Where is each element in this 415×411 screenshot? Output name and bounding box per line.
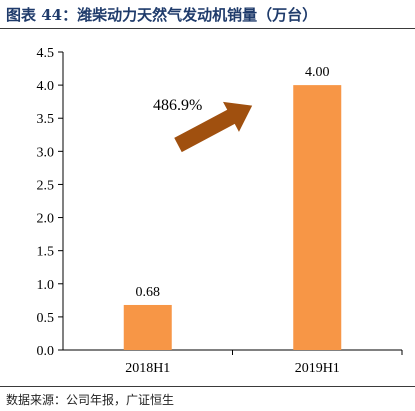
x-tick-label: 2018H1 <box>125 361 170 376</box>
y-tick-label: 1.5 <box>37 245 55 260</box>
bar-chart: 0.0 0.5 1.0 1.5 2.0 2.5 3.0 3.5 4.0 4.5 0.68 2018H1… <box>37 46 403 376</box>
arrow-shape <box>174 101 253 153</box>
bar-2018H1 <box>123 304 172 350</box>
y-tick-label: 2.0 <box>37 212 55 227</box>
data-label: 0.68 <box>136 285 161 300</box>
y-tick-label: 0.5 <box>37 311 55 326</box>
bottom-divider <box>0 386 415 387</box>
top-divider <box>0 28 415 29</box>
bar-2019H1 <box>293 85 342 350</box>
chart-title: 图表 44：潍柴动力天然气发动机销量（万台） <box>6 6 318 24</box>
y-tick-label: 4.0 <box>37 79 55 94</box>
data-source-note: 数据来源：公司年报，广证恒生 <box>6 393 175 407</box>
y-tick-label: 3.0 <box>37 145 55 160</box>
x-tick-label: 2019H1 <box>295 361 340 376</box>
y-tick-label: 1.0 <box>37 278 55 293</box>
growth-arrow <box>174 101 253 153</box>
y-tick-label: 2.5 <box>37 178 55 193</box>
y-tick-label: 4.5 <box>37 46 55 61</box>
data-label: 4.00 <box>305 65 330 80</box>
y-tick-label: 0.0 <box>37 344 55 359</box>
growth-annotation: 486.9% <box>153 97 202 114</box>
y-tick-label: 3.5 <box>37 112 55 127</box>
